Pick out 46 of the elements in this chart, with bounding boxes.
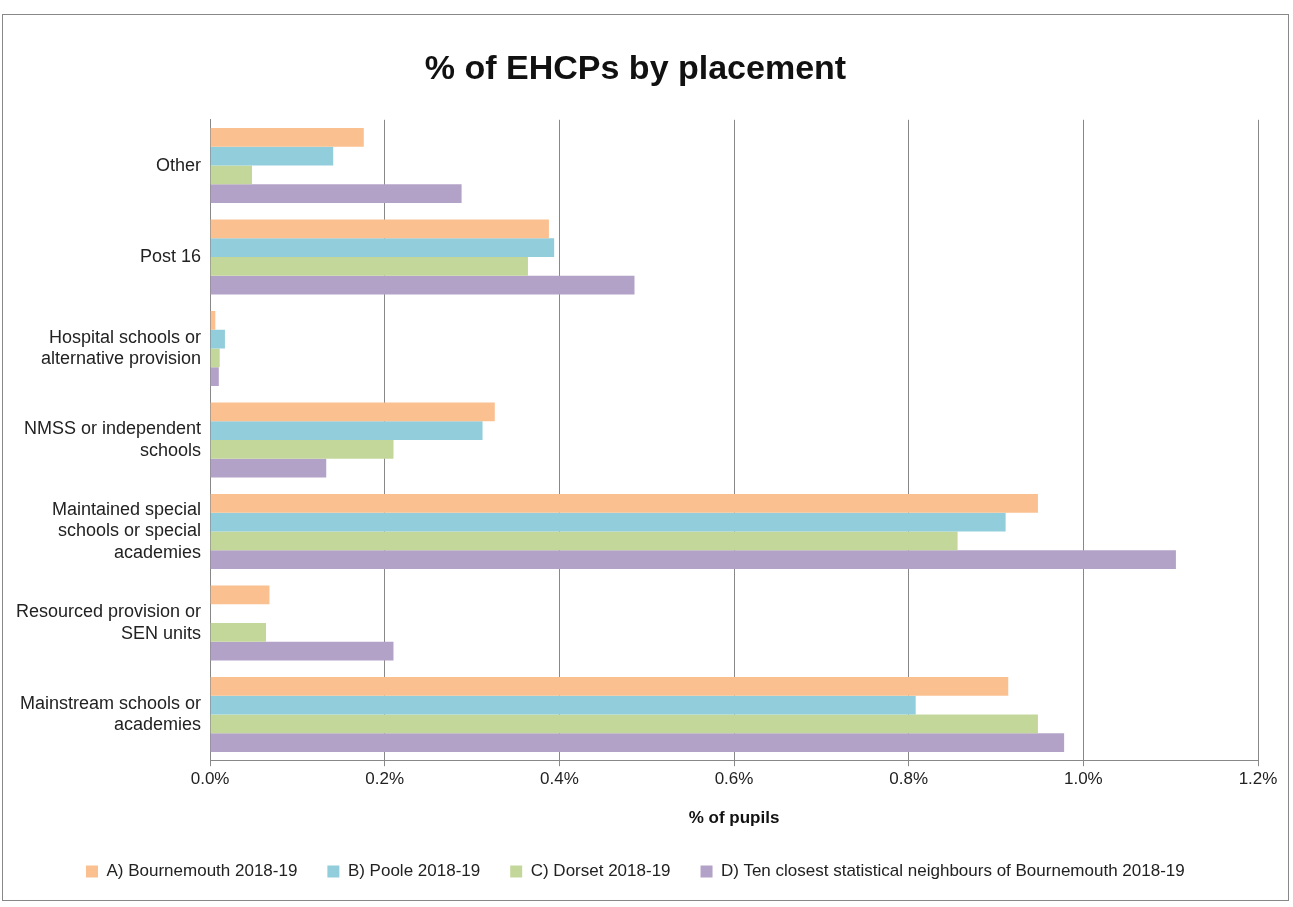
bar bbox=[210, 550, 1176, 569]
bar bbox=[210, 238, 555, 258]
y-tick-label: Other bbox=[156, 154, 202, 175]
bar bbox=[210, 146, 334, 166]
bar bbox=[210, 585, 270, 605]
y-tick-label: NMSS or independent schools bbox=[23, 418, 202, 460]
chart-title: % of EHCPs by placement bbox=[424, 47, 847, 86]
bar bbox=[210, 695, 916, 715]
bar bbox=[210, 165, 253, 185]
y-tick-label: Maintained special schools or special academies bbox=[52, 498, 202, 563]
bar bbox=[210, 493, 1038, 513]
bar bbox=[210, 733, 1065, 752]
bar bbox=[210, 402, 495, 422]
bar bbox=[210, 128, 364, 147]
bar bbox=[210, 714, 1038, 734]
x-tick-label: 0.8% bbox=[889, 769, 929, 789]
bar bbox=[210, 440, 394, 459]
bar bbox=[210, 367, 219, 387]
legend-label: C) Dorset 2018-19 bbox=[530, 861, 671, 881]
x-tick-label: 1.2% bbox=[1238, 769, 1278, 789]
bar bbox=[210, 257, 528, 276]
bar bbox=[210, 219, 549, 239]
bar bbox=[210, 184, 462, 204]
bar bbox=[210, 512, 1006, 532]
bar bbox=[210, 275, 635, 295]
bar bbox=[210, 348, 220, 368]
x-axis-title: % of pupils bbox=[688, 808, 780, 828]
y-tick-label: Resourced provision or SEN units bbox=[16, 601, 202, 643]
legend-label: A) Bournemouth 2018-19 bbox=[106, 861, 298, 881]
bar bbox=[210, 329, 225, 349]
x-tick-label: 0.0% bbox=[190, 769, 230, 789]
x-tick-label: 1.0% bbox=[1063, 769, 1103, 789]
x-tick-label: 0.4% bbox=[540, 769, 579, 789]
bar bbox=[210, 676, 1009, 696]
bar bbox=[210, 641, 394, 661]
y-tick-label: Hospital schools or alternative provision bbox=[41, 326, 202, 369]
bar bbox=[210, 458, 327, 478]
legend-label: D) Ten closest statistical neighbours of Bournemouth 2018-19 bbox=[721, 861, 1185, 881]
bar bbox=[210, 421, 483, 440]
x-tick-label: 0.2% bbox=[365, 769, 405, 789]
y-tick-label: Post 16 bbox=[140, 246, 202, 266]
legend-label: B) Poole 2018-19 bbox=[347, 861, 481, 881]
x-tick-label: 0.6% bbox=[714, 769, 754, 789]
bar bbox=[210, 622, 266, 642]
bar bbox=[210, 531, 958, 551]
y-tick-label: Mainstream schools or academies bbox=[20, 692, 202, 735]
